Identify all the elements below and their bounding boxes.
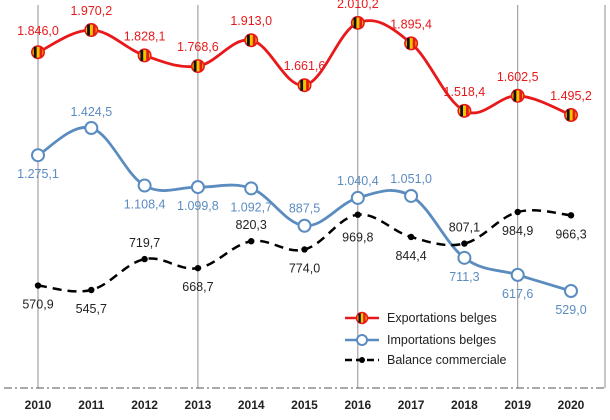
data-point: [194, 264, 202, 272]
data-point: [567, 212, 575, 219]
data-label: 1.495,2: [550, 89, 592, 103]
data-point: [84, 22, 99, 37]
data-point: [137, 178, 152, 193]
x-tick-label: 2015: [291, 398, 318, 412]
data-point: [141, 255, 148, 263]
data-point: [563, 108, 578, 123]
data-point: [301, 246, 308, 253]
data-point: [510, 88, 525, 103]
data-label: 1.768,6: [177, 40, 219, 54]
data-label: 984,9: [502, 224, 533, 238]
data-point: [297, 78, 312, 93]
data-label: 1.108,4: [124, 198, 166, 212]
data-point: [244, 181, 259, 196]
data-point: [457, 250, 472, 265]
data-point: [34, 282, 42, 289]
data-label: 1.518,4: [444, 85, 486, 99]
legend-label: Balance commerciale: [387, 353, 507, 367]
data-point: [564, 284, 578, 298]
data-point: [461, 240, 468, 247]
data-label: 774,0: [289, 261, 320, 275]
data-label: 1.828,1: [124, 29, 166, 43]
x-tick-label: 2013: [185, 398, 212, 412]
data-label: 1.424,5: [70, 105, 112, 119]
legend-label: Exportations belges: [387, 311, 497, 325]
data-point: [457, 103, 472, 118]
data-point: [137, 48, 152, 63]
x-tick-label: 2012: [131, 398, 158, 412]
legend-label: Importations belges: [387, 333, 496, 347]
x-tick-label: 2018: [451, 398, 478, 412]
x-tick-label: 2016: [344, 398, 371, 412]
data-point: [84, 121, 99, 135]
data-label: 545,7: [76, 302, 107, 316]
x-tick-label: 2019: [504, 398, 531, 412]
x-tick-label: 2010: [25, 398, 52, 412]
data-label: 711,3: [449, 270, 479, 284]
series-markers: [30, 15, 578, 298]
legend-entry: Balance commerciale: [345, 353, 507, 367]
data-label: 617,6: [502, 287, 533, 301]
data-label: 1.092,7: [230, 200, 272, 214]
data-label: 966,3: [555, 227, 586, 241]
x-tick-labels: 2010 2011 2012 2013 2014 2015 2016 2017 2018 2019…: [25, 398, 585, 412]
data-label: 1.099,8: [177, 199, 219, 213]
data-label: 1.040,4: [337, 174, 379, 188]
x-tick-label: 2020: [558, 398, 585, 412]
data-label: 1.661,6: [284, 59, 326, 73]
legend-entry: Exportations belges: [345, 311, 497, 325]
data-point: [88, 286, 95, 294]
data-point: [190, 59, 205, 74]
data-label: 807,1: [449, 221, 480, 235]
data-point: [350, 15, 365, 30]
data-label: 1.275,1: [17, 167, 59, 181]
data-point: [244, 33, 259, 48]
data-point: [190, 180, 205, 195]
x-tick-label: 2011: [78, 398, 104, 412]
data-label: 887,5: [289, 202, 320, 216]
data-label: 2.010,2: [337, 0, 379, 11]
legend-entry: Importations belges: [345, 333, 496, 347]
x-tick-label: 2017: [398, 398, 425, 412]
data-label: 529,0: [555, 303, 586, 317]
data-point: [297, 218, 312, 233]
data-point: [404, 188, 419, 203]
data-point: [248, 238, 255, 245]
data-label: 844,4: [395, 249, 426, 263]
legend: Exportations belges Importations belges Ba…: [345, 311, 507, 367]
data-point: [514, 208, 521, 216]
data-label: 1.051,0: [390, 172, 432, 186]
data-label: 1.970,2: [70, 4, 112, 18]
data-point: [30, 45, 45, 60]
data-label: 570,9: [22, 298, 53, 312]
data-label: 668,7: [182, 280, 213, 294]
data-label: 820,3: [236, 218, 267, 232]
data-labels: 1.846,0 1.970,2 1.828,1 1.768,6 1.913,0 1.661…: [17, 0, 592, 317]
data-label: 1.913,0: [230, 14, 272, 28]
data-label: 1.895,4: [390, 17, 432, 31]
data-point: [510, 267, 525, 282]
data-point: [350, 190, 365, 205]
x-tick-label: 2014: [238, 398, 265, 412]
data-point: [404, 36, 419, 51]
data-point: [354, 211, 361, 218]
data-label: 969,8: [342, 231, 373, 245]
data-label: 719,7: [129, 236, 160, 250]
data-point: [407, 233, 415, 241]
data-point: [31, 148, 45, 163]
data-label: 1.846,0: [17, 24, 59, 38]
data-label: 1.602,5: [497, 70, 539, 84]
